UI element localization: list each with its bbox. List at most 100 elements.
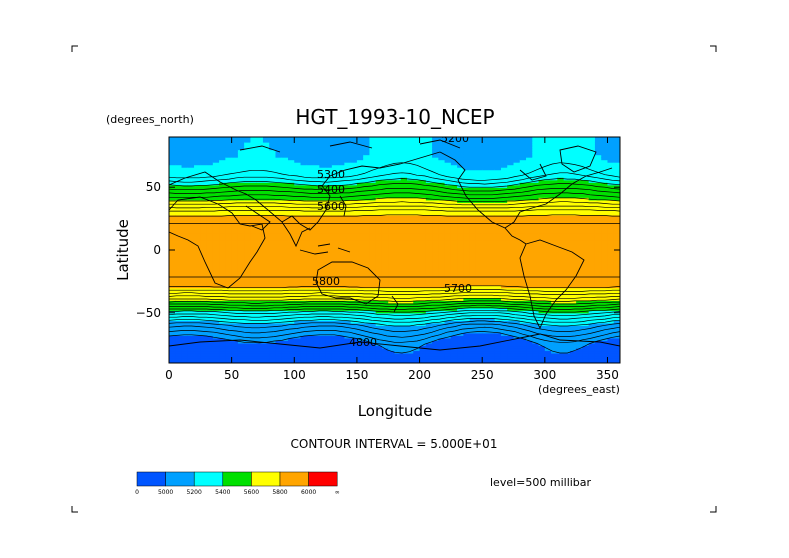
band-cell	[269, 244, 277, 249]
band-cell	[256, 347, 264, 352]
band-cell	[469, 257, 477, 261]
band-cell	[482, 144, 490, 148]
band-cell	[275, 330, 283, 334]
band-cell	[181, 157, 189, 161]
band-cell	[388, 197, 396, 201]
band-cell	[300, 177, 308, 181]
band-cell	[413, 247, 421, 251]
band-cell	[344, 234, 352, 239]
band-cell	[494, 217, 502, 221]
band-cell	[269, 179, 277, 183]
band-cell	[275, 302, 283, 306]
band-cell	[369, 320, 377, 324]
band-cell	[432, 327, 439, 331]
band-cell	[457, 250, 465, 254]
band-cell	[294, 332, 302, 336]
band-cell	[256, 320, 264, 324]
band-cell	[206, 265, 214, 269]
band-cell	[338, 172, 345, 176]
band-cell	[250, 149, 258, 153]
band-cell	[231, 320, 239, 324]
band-cell	[482, 237, 490, 241]
band-cell	[319, 280, 327, 284]
band-cell	[300, 192, 308, 196]
band-cell	[363, 212, 371, 216]
band-cell	[212, 167, 220, 171]
band-cell	[419, 157, 427, 161]
band-cell	[319, 265, 327, 269]
band-cell	[507, 192, 515, 196]
band-cell	[212, 207, 220, 211]
band-cell	[425, 224, 433, 228]
band-cell	[219, 330, 226, 334]
band-cell	[250, 277, 258, 281]
band-cell	[275, 300, 283, 304]
band-cell	[394, 184, 402, 188]
band-cell	[369, 232, 377, 236]
band-cell	[281, 219, 289, 223]
band-cell	[262, 187, 270, 191]
band-cell	[388, 352, 396, 357]
band-cell	[469, 305, 477, 309]
band-cell	[269, 262, 277, 266]
band-cell	[250, 227, 258, 231]
band-cell	[369, 270, 377, 274]
band-cell	[407, 149, 414, 153]
band-cell	[500, 227, 508, 231]
band-cell	[175, 217, 183, 221]
band-cell	[344, 157, 352, 161]
band-cell	[369, 184, 377, 188]
band-cell	[407, 257, 414, 261]
band-cell	[181, 310, 189, 314]
band-cell	[269, 207, 277, 211]
band-cell	[419, 252, 427, 256]
band-cell	[432, 270, 439, 274]
band-cell	[444, 262, 452, 266]
band-cell	[262, 322, 270, 326]
band-cell	[250, 192, 258, 196]
band-cell	[369, 347, 377, 352]
band-cell	[237, 142, 245, 146]
band-cell	[450, 327, 458, 331]
band-cell	[294, 229, 302, 234]
band-cell	[457, 340, 465, 344]
band-cell	[262, 317, 270, 321]
band-cell	[338, 262, 345, 266]
band-cell	[325, 295, 333, 299]
band-cell	[419, 189, 427, 193]
band-cell	[237, 290, 245, 294]
band-cell	[463, 297, 471, 301]
band-cell	[394, 255, 402, 259]
band-cell	[381, 360, 389, 363]
band-cell	[256, 159, 264, 163]
band-cell	[513, 345, 521, 349]
band-cell	[187, 345, 195, 349]
band-cell	[306, 172, 314, 176]
band-cell	[356, 214, 364, 218]
band-cell	[300, 347, 308, 352]
band-cell	[375, 352, 383, 357]
band-cell	[313, 287, 320, 291]
band-cell	[425, 272, 433, 276]
band-cell	[413, 325, 421, 329]
band-cell	[507, 204, 515, 208]
band-cell	[488, 229, 496, 234]
band-cell	[363, 252, 371, 256]
band-cell	[450, 164, 458, 168]
band-cell	[369, 227, 377, 231]
band-cell	[482, 350, 490, 354]
band-cell	[407, 355, 414, 359]
band-cell	[219, 292, 226, 296]
band-cell	[169, 347, 176, 352]
band-cell	[181, 347, 189, 352]
band-cell	[225, 144, 233, 148]
band-cell	[250, 142, 258, 146]
band-cell	[187, 327, 195, 331]
band-cell	[394, 189, 402, 193]
band-cell	[256, 300, 264, 304]
band-cell	[488, 154, 496, 158]
band-cell	[256, 187, 264, 191]
band-cell	[325, 260, 333, 264]
band-cell	[194, 337, 201, 341]
band-cell	[394, 327, 402, 331]
